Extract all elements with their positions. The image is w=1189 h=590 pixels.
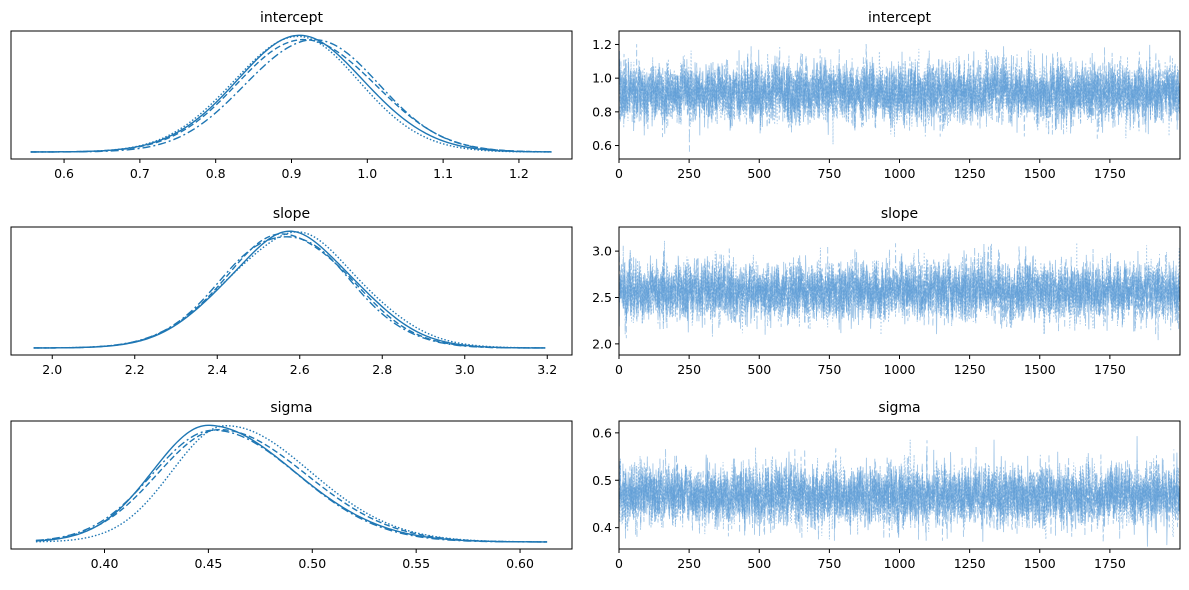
x-tick-label: 0.40 [91,556,119,571]
panel-frame [618,226,1181,356]
x-tick-label: 1250 [954,556,986,571]
density-line-chain-1 [35,428,548,543]
panel-frame [10,226,573,356]
x-tick-label: 750 [817,166,841,181]
x-tick-label: 1000 [884,556,916,571]
x-tick-label: 500 [747,362,771,377]
x-tick-label: 1750 [1094,362,1126,377]
x-tick-label: 250 [677,556,701,571]
trace-line-chain-3 [619,48,1180,145]
x-tick-label: 1.1 [433,166,453,181]
panel-posterior-density-intercept: intercept 0.6 0.7 0.8 0.9 1.0 1.1 1.2 [10,10,573,181]
panel-trace-sigma: sigma 0.4 0.5 0.6 0 250 500 750 1000 1250 1500 1750 [592,400,1181,571]
panel-title: sigma [270,400,312,416]
x-tick-label: 250 [677,362,701,377]
trace-line-chain-2 [619,447,1180,542]
x-tick-label: 1500 [1024,166,1056,181]
x-tick-label: 750 [817,556,841,571]
density-line-chain-0 [30,34,552,153]
x-tick-label: 0.60 [506,556,534,571]
x-tick-label: 0 [615,362,623,377]
y-tick-label: 0.6 [592,425,612,440]
panel-frame [10,30,573,160]
panel-title: intercept [260,10,324,26]
x-tick-label: 250 [677,166,701,181]
y-tick-label: 0.6 [592,138,612,153]
x-tick-label: 1250 [954,362,986,377]
plot-area [619,436,1180,547]
x-tick-label: 1750 [1094,166,1126,181]
x-tick-label: 0.7 [130,166,150,181]
panel-trace-slope: slope 2.0 2.5 3.0 0 250 500 750 1000 1250 1500 1750 [592,206,1181,377]
x-tick-label: 3.2 [537,362,557,377]
density-line-chain-0 [33,230,546,349]
density-line-chain-3 [35,425,548,543]
density-line-chain-0 [35,424,548,543]
y-tick-label: 0.8 [592,104,612,119]
density-line-chain-2 [30,38,552,153]
x-tick-label: 1750 [1094,556,1126,571]
x-tick-label: 0.6 [54,166,74,181]
y-tick-label: 2.5 [592,290,612,305]
x-tick-label: 500 [747,556,771,571]
x-tick-label: 500 [747,166,771,181]
density-line-chain-2 [35,429,548,543]
x-tick-label: 1.2 [509,166,529,181]
panel-title: intercept [868,10,932,26]
y-tick-label: 1.2 [592,37,612,52]
density-line-chain-2 [33,236,546,349]
x-tick-label: 1000 [884,362,916,377]
density-line-chain-3 [33,231,546,349]
x-tick-label: 2.8 [372,362,392,377]
x-tick-label: 1500 [1024,556,1056,571]
trace-line-chain-3 [619,439,1180,540]
panel-frame [618,30,1181,160]
x-tick-label: 1250 [954,166,986,181]
y-tick-label: 0.4 [592,520,612,535]
x-tick-label: 0.8 [206,166,226,181]
y-tick-label: 1.0 [592,71,612,86]
x-tick-label: 3.0 [455,362,475,377]
panel-frame [618,420,1181,550]
panel-title: slope [273,206,310,222]
density-line-chain-3 [30,35,552,153]
x-tick-label: 0.9 [282,166,302,181]
plot-area [619,44,1180,152]
x-tick-label: 2.4 [207,362,227,377]
density-line-chain-1 [30,38,552,153]
x-tick-label: 0 [615,166,623,181]
panel-posterior-density-sigma: sigma 0.40 0.45 0.50 0.55 0.60 [10,400,573,571]
density-line-chain-1 [33,233,546,349]
y-tick-label: 3.0 [592,244,612,259]
panel-title: slope [881,206,918,222]
plot-area [35,424,548,543]
y-tick-label: 2.0 [592,336,612,351]
x-tick-label: 0.45 [194,556,222,571]
x-tick-label: 2.6 [290,362,310,377]
panel-trace-intercept: intercept 0.6 0.8 1.0 1.2 0 250 500 750 1000 1250 1… [592,10,1181,181]
x-tick-label: 0.50 [298,556,326,571]
x-tick-label: 1500 [1024,362,1056,377]
x-tick-label: 2.0 [42,362,62,377]
panel-title: sigma [878,400,920,416]
x-tick-label: 2.2 [125,362,145,377]
panel-frame [10,420,573,550]
x-tick-label: 1.0 [357,166,377,181]
trace-line-chain-3 [619,240,1180,335]
x-tick-label: 0.55 [402,556,430,571]
plot-area [619,240,1180,341]
plot-area [33,230,546,349]
panel-posterior-density-slope: slope 2.0 2.2 2.4 2.6 2.8 3.0 3.2 [10,206,573,377]
plot-area [30,34,552,153]
x-tick-label: 750 [817,362,841,377]
x-tick-label: 0 [615,556,623,571]
y-tick-label: 0.5 [592,473,612,488]
x-tick-label: 1000 [884,166,916,181]
